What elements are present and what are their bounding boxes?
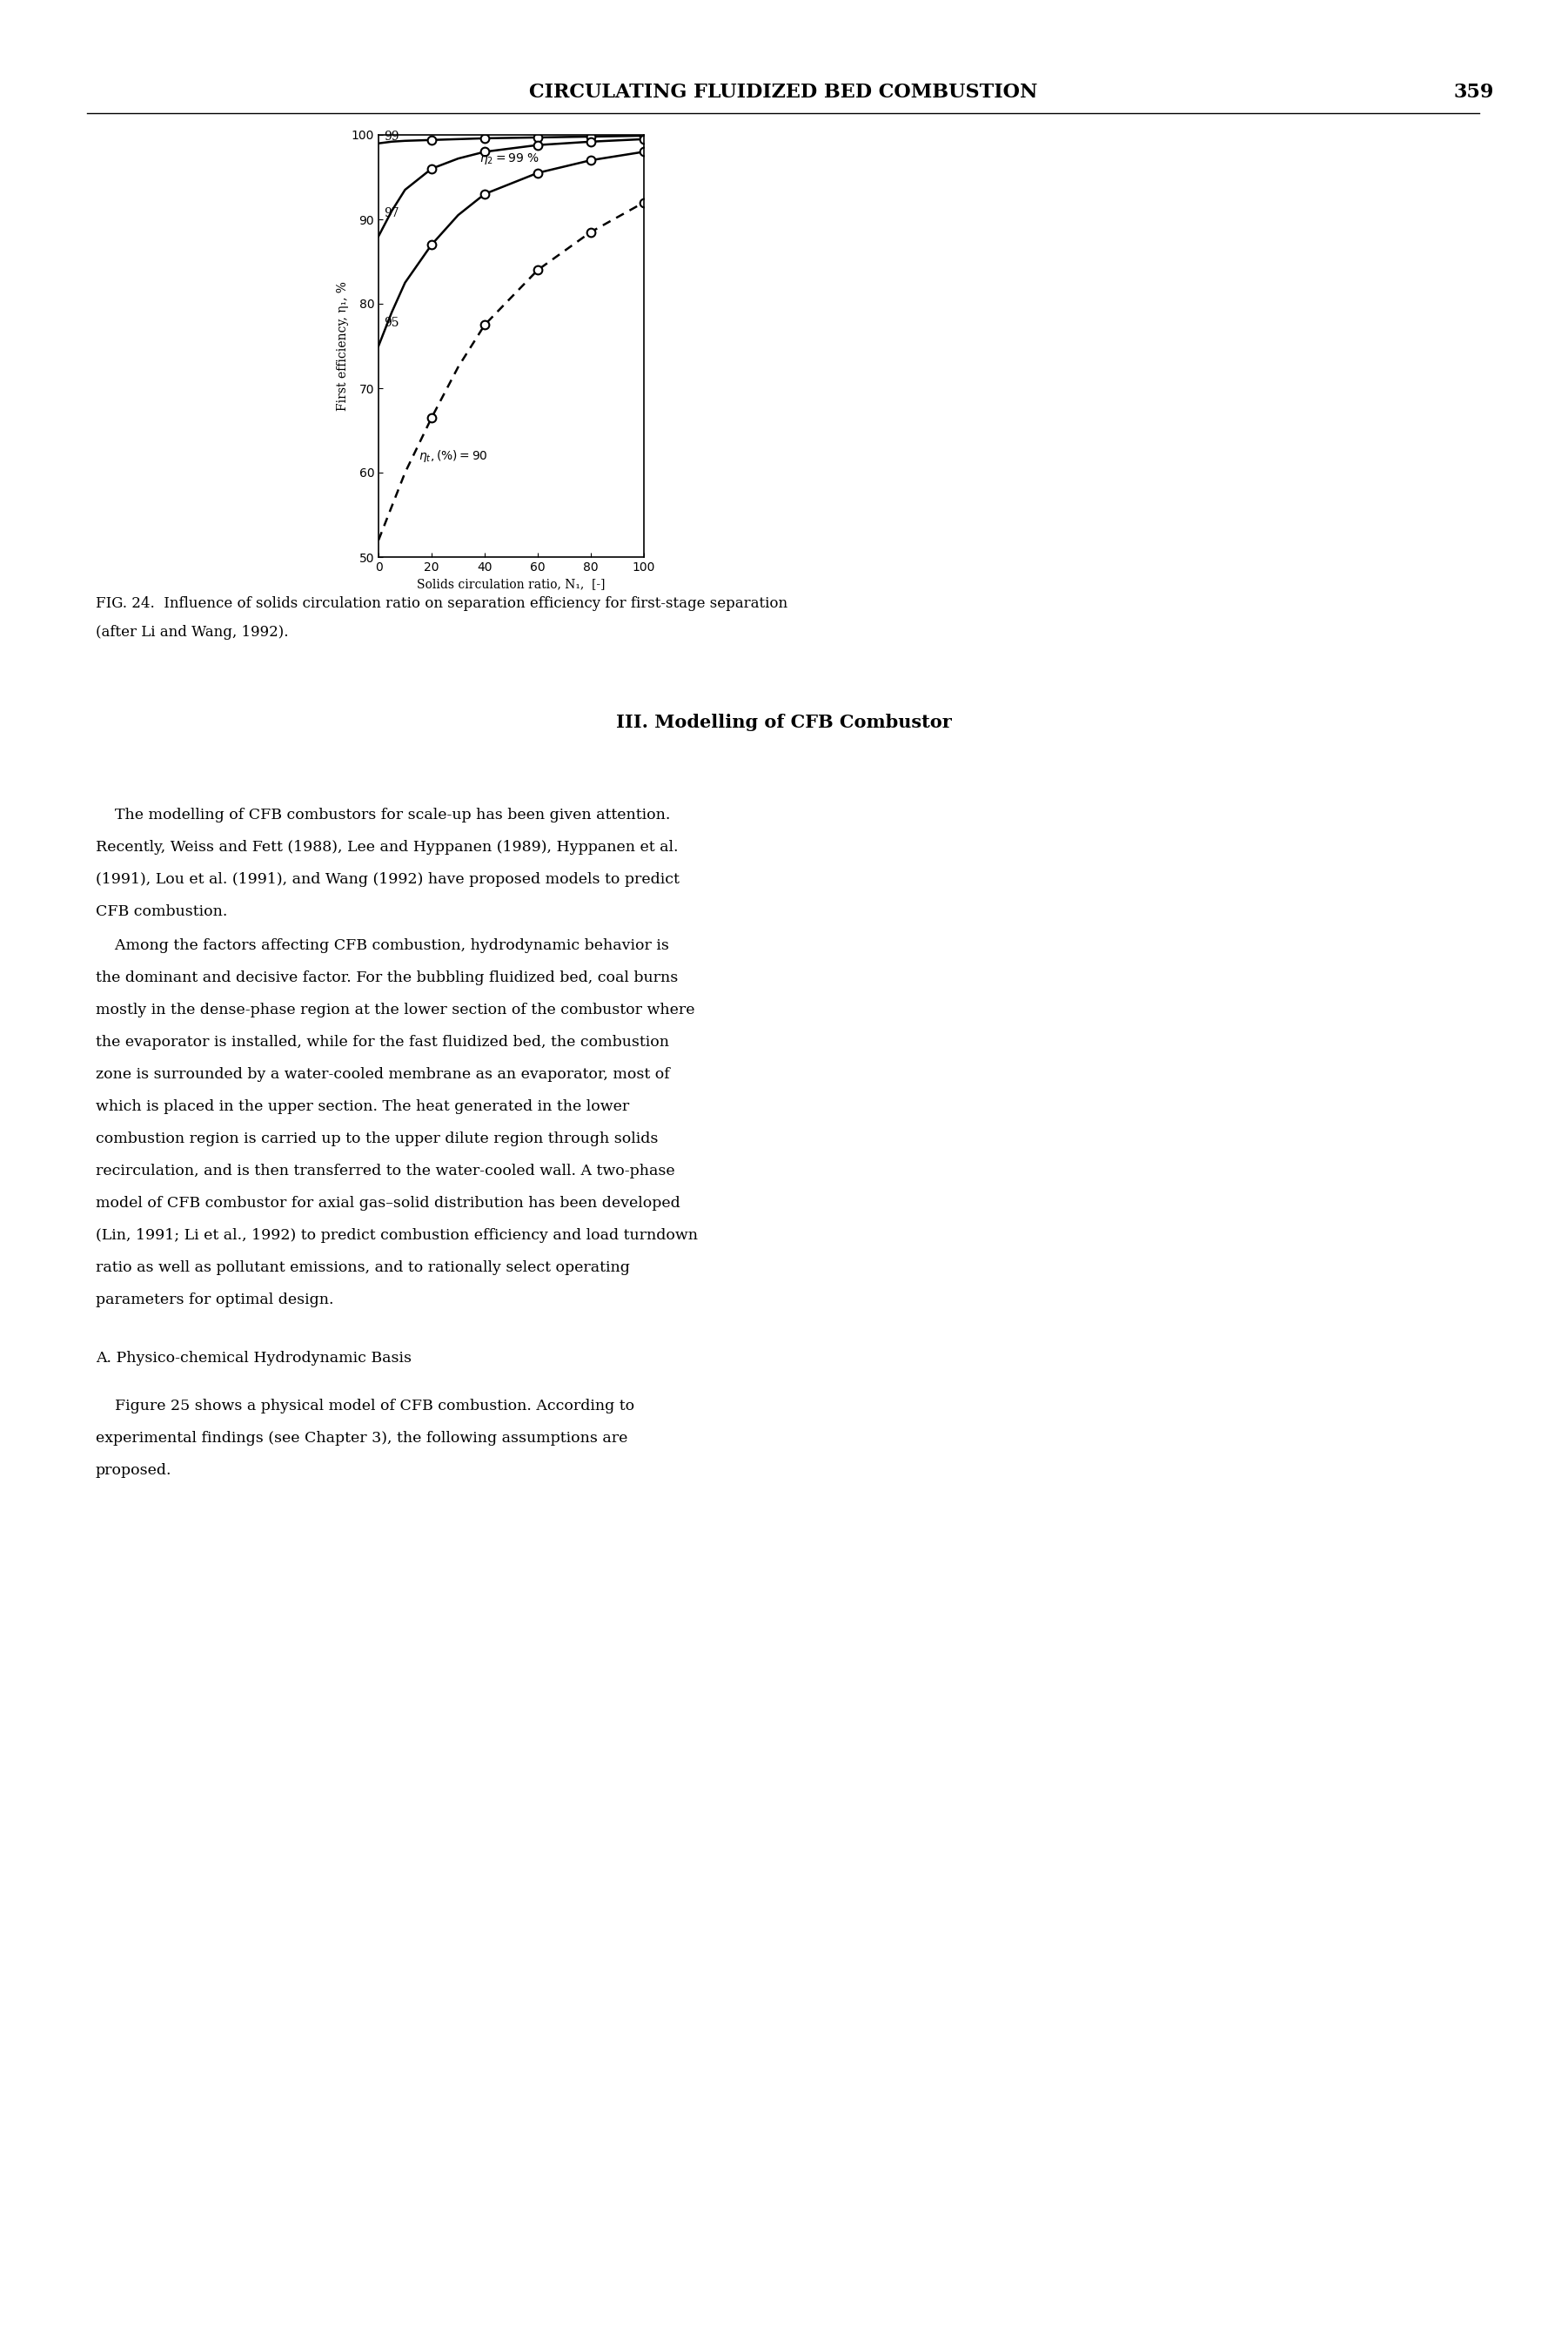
Text: recirculation, and is then transferred to the water-cooled wall. A two-phase: recirculation, and is then transferred t… bbox=[96, 1163, 674, 1177]
Text: proposed.: proposed. bbox=[96, 1464, 172, 1478]
Text: CIRCULATING FLUIDIZED BED COMBUSTION: CIRCULATING FLUIDIZED BED COMBUSTION bbox=[528, 82, 1038, 101]
Text: The modelling of CFB combustors for scale-up has been given attention.: The modelling of CFB combustors for scal… bbox=[96, 808, 671, 822]
Text: $\eta_t, (\%) = 90$: $\eta_t, (\%) = 90$ bbox=[419, 449, 488, 463]
Text: CFB combustion.: CFB combustion. bbox=[96, 905, 227, 919]
Text: ratio as well as pollutant emissions, and to rationally select operating: ratio as well as pollutant emissions, an… bbox=[96, 1260, 630, 1276]
X-axis label: Solids circulation ratio, N₁,  [-]: Solids circulation ratio, N₁, [-] bbox=[417, 578, 605, 590]
Text: Figure 25 shows a physical model of CFB combustion. According to: Figure 25 shows a physical model of CFB … bbox=[96, 1398, 635, 1412]
Text: A. Physico-chemical Hydrodynamic Basis: A. Physico-chemical Hydrodynamic Basis bbox=[96, 1351, 411, 1365]
Text: the evaporator is installed, while for the fast fluidized bed, the combustion: the evaporator is installed, while for t… bbox=[96, 1034, 670, 1050]
Text: (1991), Lou et al. (1991), and Wang (1992) have proposed models to predict: (1991), Lou et al. (1991), and Wang (199… bbox=[96, 872, 679, 886]
Text: combustion region is carried up to the upper dilute region through solids: combustion region is carried up to the u… bbox=[96, 1130, 659, 1147]
Text: Among the factors affecting CFB combustion, hydrodynamic behavior is: Among the factors affecting CFB combusti… bbox=[96, 938, 670, 954]
Text: model of CFB combustor for axial gas–solid distribution has been developed: model of CFB combustor for axial gas–sol… bbox=[96, 1196, 681, 1210]
Text: the dominant and decisive factor. For the bubbling fluidized bed, coal burns: the dominant and decisive factor. For th… bbox=[96, 971, 677, 985]
Text: zone is surrounded by a water-cooled membrane as an evaporator, most of: zone is surrounded by a water-cooled mem… bbox=[96, 1067, 670, 1081]
Text: FIG. 24.  Influence of solids circulation ratio on separation efficiency for fir: FIG. 24. Influence of solids circulation… bbox=[96, 597, 787, 611]
Text: mostly in the dense-phase region at the lower section of the combustor where: mostly in the dense-phase region at the … bbox=[96, 1003, 695, 1018]
Text: experimental findings (see Chapter 3), the following assumptions are: experimental findings (see Chapter 3), t… bbox=[96, 1431, 627, 1445]
Text: 97: 97 bbox=[384, 207, 400, 219]
Text: 99: 99 bbox=[384, 129, 398, 143]
Text: 359: 359 bbox=[1454, 82, 1493, 101]
Y-axis label: First efficiency, η₁, %: First efficiency, η₁, % bbox=[337, 282, 350, 411]
Text: Recently, Weiss and Fett (1988), Lee and Hyppanen (1989), Hyppanen et al.: Recently, Weiss and Fett (1988), Lee and… bbox=[96, 839, 679, 855]
Text: (Lin, 1991; Li et al., 1992) to predict combustion efficiency and load turndown: (Lin, 1991; Li et al., 1992) to predict … bbox=[96, 1229, 698, 1243]
Text: parameters for optimal design.: parameters for optimal design. bbox=[96, 1293, 334, 1307]
Text: (after Li and Wang, 1992).: (after Li and Wang, 1992). bbox=[96, 625, 289, 639]
Text: III. Modelling of CFB Combustor: III. Modelling of CFB Combustor bbox=[616, 714, 952, 731]
Text: which is placed in the upper section. The heat generated in the lower: which is placed in the upper section. Th… bbox=[96, 1100, 629, 1114]
Text: $\eta_2 = 99\ \%$: $\eta_2 = 99\ \%$ bbox=[480, 150, 539, 167]
Text: 95: 95 bbox=[384, 317, 398, 329]
